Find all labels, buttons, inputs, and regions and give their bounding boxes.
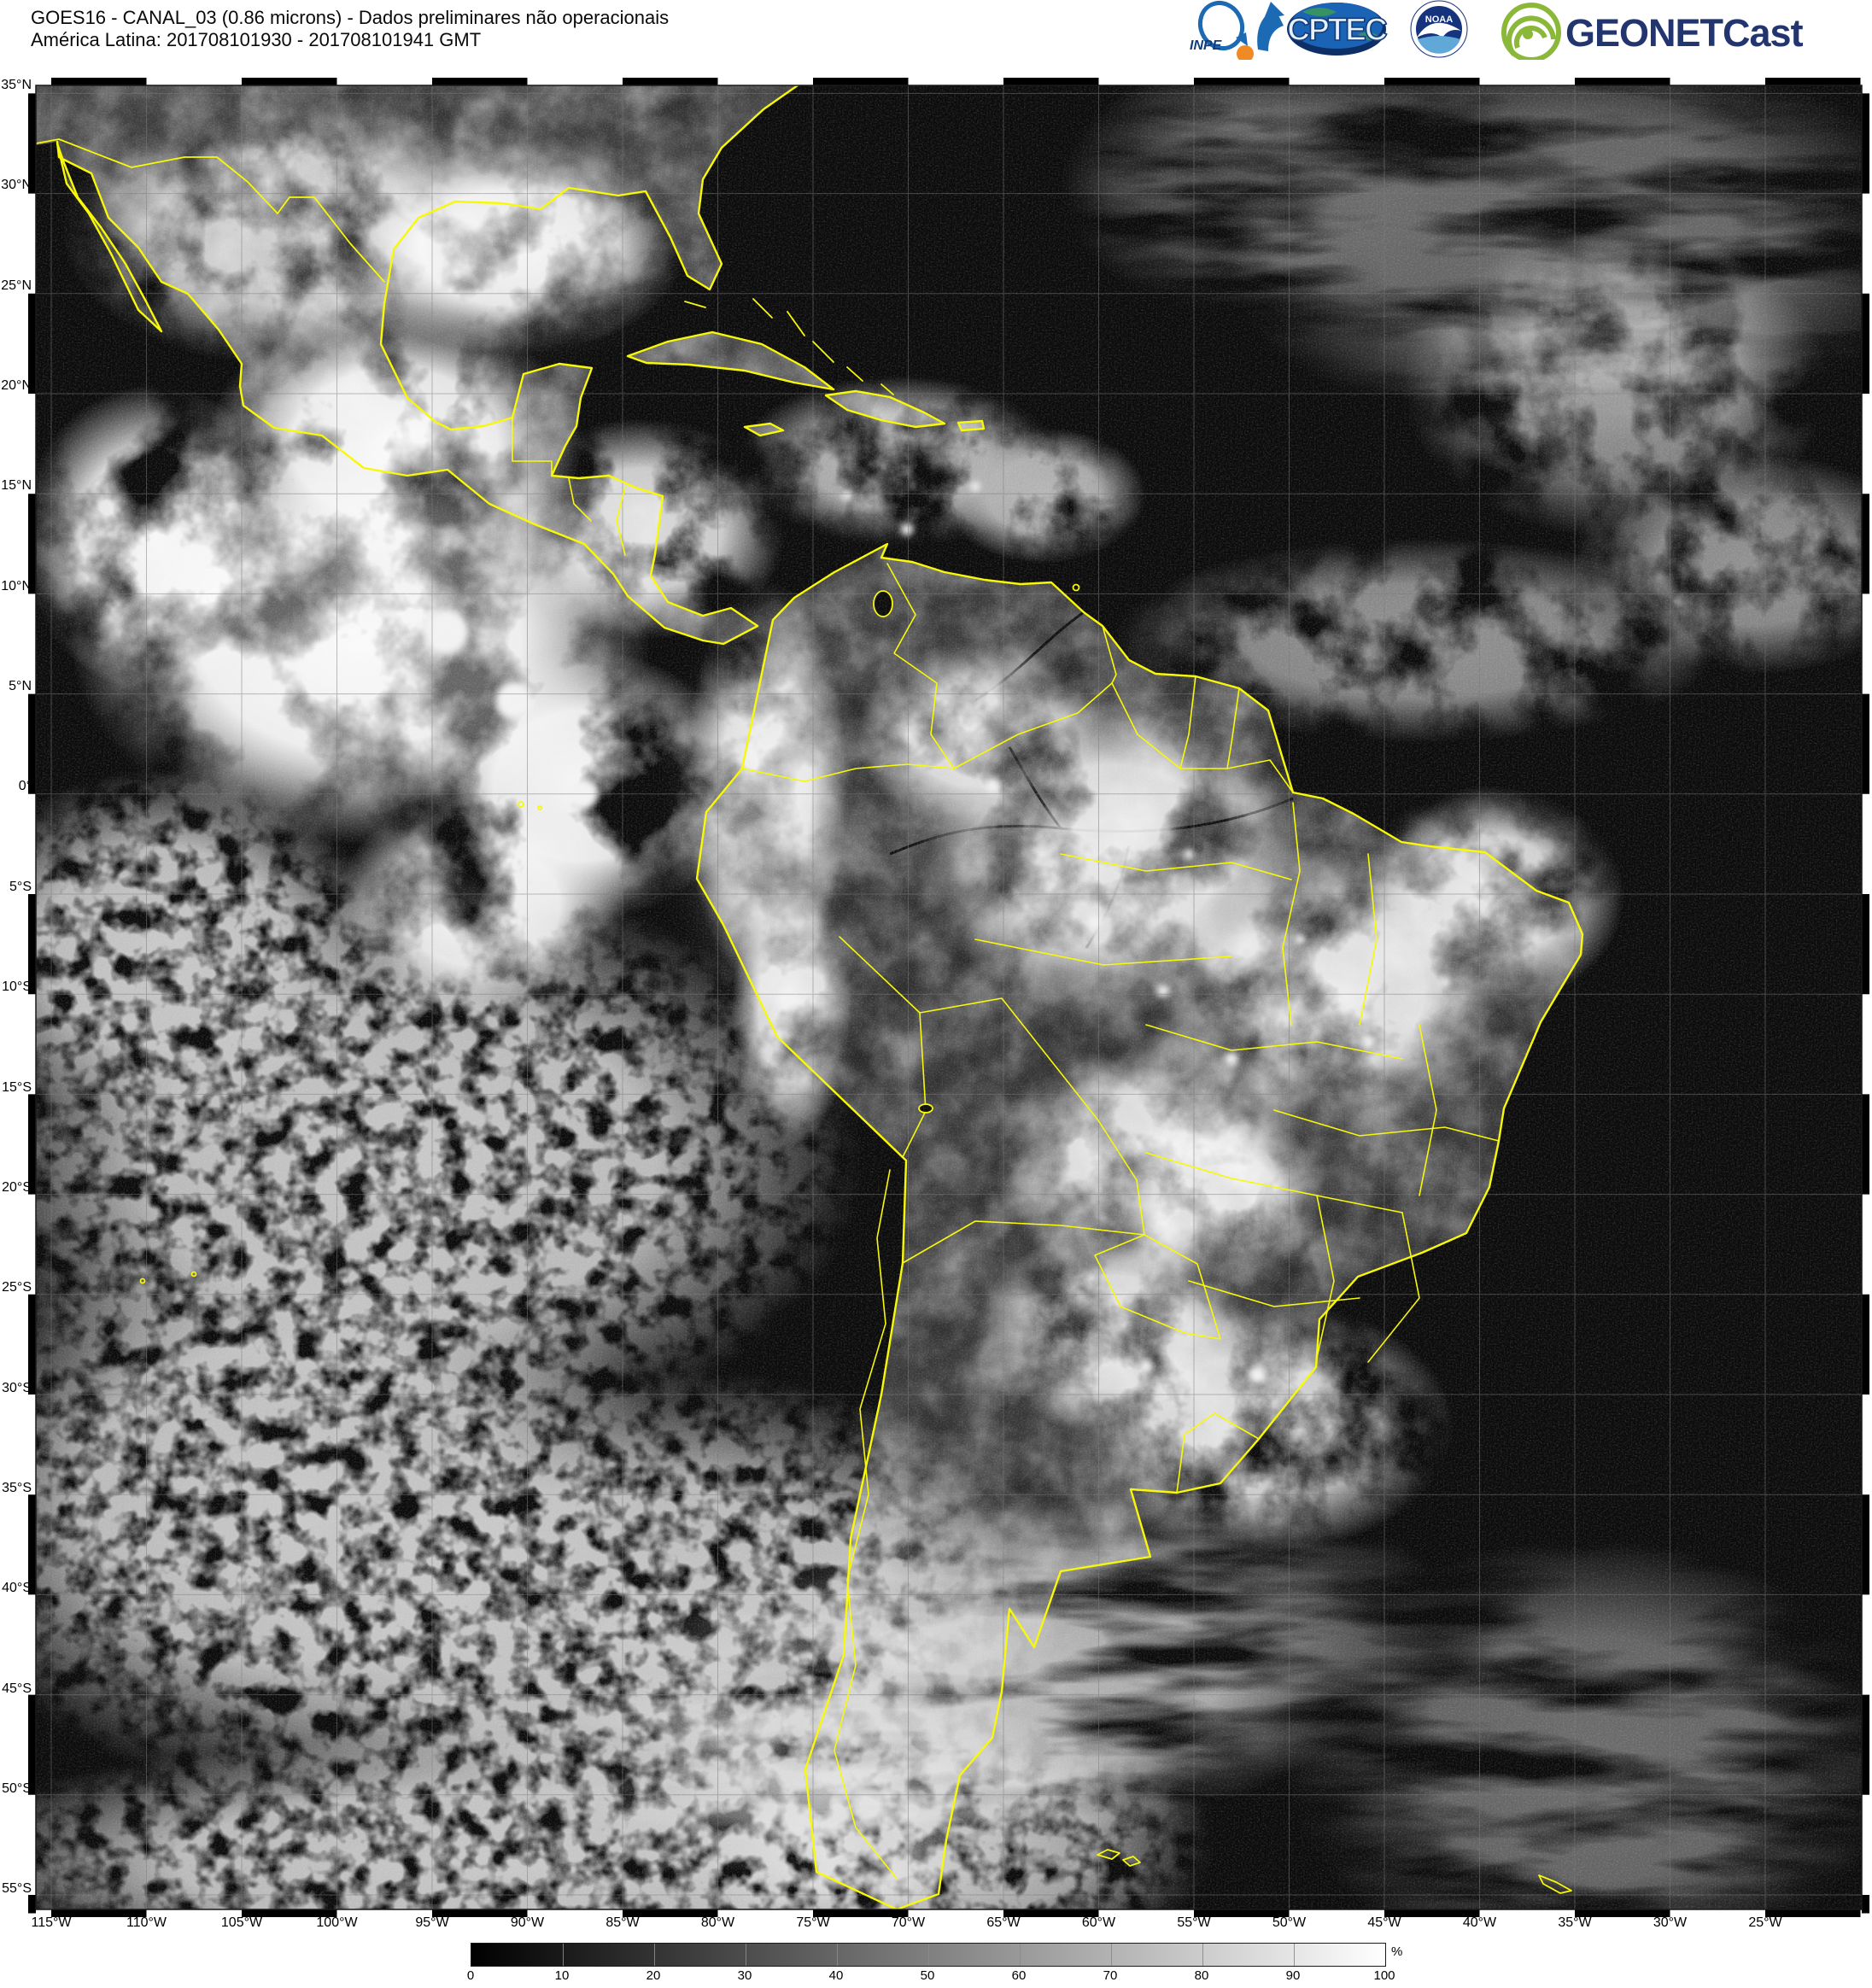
colorbar-tick-label: 100 [1373,1968,1395,1983]
colorbar-tick-label: 80 [1194,1968,1209,1983]
colorbar-tick [1202,1944,1203,1966]
lat-label: 25°S [2,1280,32,1295]
lat-label: 40°S [2,1581,32,1596]
lon-label: 70°W [891,1915,926,1930]
lat-label: 20°N [1,378,32,394]
lat-label: 5°N [9,679,32,694]
lat-label: 15°S [2,1079,32,1095]
lon-label: 25°W [1748,1915,1782,1930]
colorbar-tick-label: 90 [1285,1968,1301,1983]
lon-label: 105°W [220,1915,263,1930]
lon-label: 30°W [1653,1915,1688,1930]
lon-label: 80°W [700,1915,735,1930]
colorbar-tick-label: 20 [646,1968,661,1983]
title-line-1: GOES16 - CANAL_03 (0.86 microns) - Dados… [31,7,670,28]
colorbar-tick-label: 10 [554,1968,570,1983]
lat-label: 55°S [2,1881,32,1897]
lon-label: 100°W [316,1915,358,1930]
lat-label: 5°S [9,879,32,894]
lat-label: 15°N [1,478,32,494]
title-line-2: América Latina: 201708101930 - 201708101… [31,29,482,50]
geonetcast-logo: GEONETCast [1501,3,1805,60]
lon-label: 90°W [510,1915,545,1930]
satellite-map-image [28,78,1869,1917]
colorbar [471,1943,1386,1967]
colorbar-tick-label: 30 [737,1968,752,1983]
lat-label: 30°S [2,1380,32,1395]
lon-label: 50°W [1272,1915,1307,1930]
lon-label: 45°W [1367,1915,1401,1930]
lat-label: 50°S [2,1780,32,1796]
lat-label: 35°N [1,78,32,92]
colorbar-tick [654,1944,655,1966]
lat-label: 0° [18,779,32,794]
lon-label: 110°W [126,1915,167,1930]
colorbar-tick [563,1944,564,1966]
lat-label: 20°S [2,1179,32,1195]
lon-label: 95°W [415,1915,449,1930]
cptec-logo: CPTEC [1286,3,1389,56]
colorbar-tick-label: 0 [466,1968,475,1983]
colorbar-tick [1294,1944,1295,1966]
lon-label: 115°W [31,1915,72,1930]
lat-label: 10°S [2,979,32,995]
map-panel [27,77,1870,1918]
lon-label: 35°W [1558,1915,1592,1930]
image-grain-overlay [36,85,1862,1909]
logo-bar: INPE CPTEC NOAA GEONETCast [1183,0,1872,60]
lat-label: 45°S [2,1681,32,1696]
lat-label: 25°N [1,278,32,293]
lat-label: 35°S [2,1480,32,1495]
lon-label: 85°W [605,1915,640,1930]
lon-label: 65°W [986,1915,1021,1930]
inpe-logo: INPE [1190,1,1284,60]
colorbar-tick-label: 70 [1103,1968,1118,1983]
colorbar-unit-label: % [1391,1944,1403,1959]
colorbar-tick [928,1944,929,1966]
colorbar-tick-label: 60 [1011,1968,1027,1983]
svg-text:CPTEC: CPTEC [1287,12,1387,47]
colorbar-tick [837,1944,838,1966]
lat-label: 10°N [1,578,32,593]
lon-label: 75°W [796,1915,830,1930]
svg-text:GEONETCast: GEONETCast [1565,11,1804,55]
map-frame [28,78,1869,1917]
colorbar-tick [1111,1944,1112,1966]
lon-label: 55°W [1177,1915,1211,1930]
colorbar-tick-label: 40 [828,1968,844,1983]
lon-label: 40°W [1462,1915,1497,1930]
colorbar-tick-label: 50 [920,1968,935,1983]
svg-text:NOAA: NOAA [1425,15,1453,25]
noaa-logo: NOAA [1410,0,1468,58]
colorbar-tick [1020,1944,1021,1966]
lon-label: 60°W [1081,1915,1116,1930]
lat-label: 30°N [1,178,32,193]
svg-text:INPE: INPE [1190,38,1223,53]
